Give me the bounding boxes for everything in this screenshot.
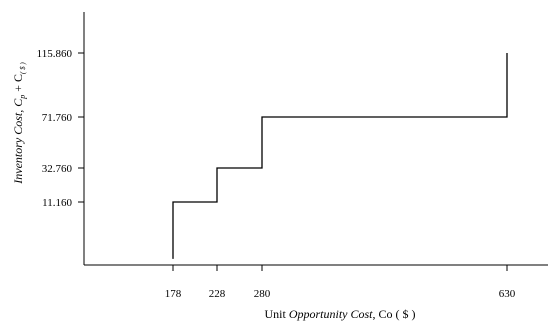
x-ticks: 178 228 280 630 [165,265,516,300]
x-tick-label: 280 [254,288,271,300]
y-axis-label: Inventory Cost, Cp + C( $ ) [11,62,27,185]
cost-step-line [172,53,508,259]
x-tick-label: 178 [165,288,182,300]
series [172,53,508,259]
y-ticks: 11.160 32.760 71.760 115.860 [37,48,84,209]
y-tick-label: 11.160 [42,197,72,209]
y-tick-label: 71.760 [42,112,73,124]
y-tick-label: 32.760 [42,163,73,175]
x-axis-label: Unit Opportunity Cost, Co ( $ ) [264,307,415,321]
y-tick-label: 115.860 [37,48,73,60]
axes [83,12,548,266]
x-tick-label: 630 [499,288,516,300]
x-tick-label: 228 [209,288,226,300]
